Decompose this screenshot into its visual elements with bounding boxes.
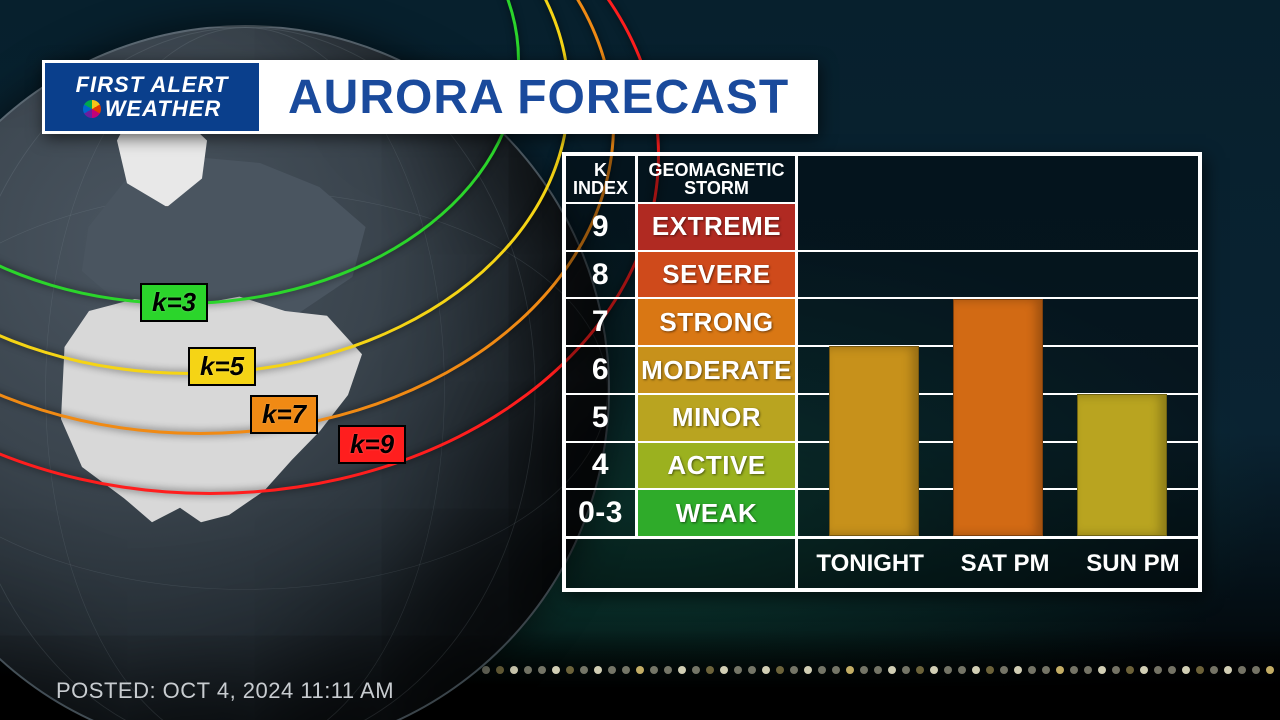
- forecast-bar-label: SUN PM: [1086, 550, 1179, 578]
- kindex-value: 9: [566, 204, 635, 252]
- storm-level: WEAK: [638, 490, 795, 536]
- panel-footer: TONIGHT SAT PM SUN PM: [566, 536, 1198, 588]
- kindex-value: 5: [566, 395, 635, 443]
- forecast-bar: [829, 346, 919, 536]
- nbc-peacock-icon: [83, 100, 101, 118]
- bar-labels: TONIGHT SAT PM SUN PM: [798, 539, 1198, 588]
- forecast-bar: [1077, 394, 1167, 536]
- forecast-bar-chart: [798, 156, 1198, 536]
- posted-timestamp: POSTED: OCT 4, 2024 11:11 AM: [56, 678, 394, 704]
- storm-level: STRONG: [638, 299, 795, 347]
- logo-line2: WEATHER: [83, 98, 222, 120]
- kp-scale-table: KINDEX 9876540-3 GEOMAGNETICSTORM EXTREM…: [566, 156, 798, 536]
- logo-line1: FIRST ALERT: [76, 74, 229, 96]
- storm-header: GEOMAGNETICSTORM: [638, 156, 795, 204]
- kindex-value: 4: [566, 443, 635, 491]
- kindex-value: 6: [566, 347, 635, 395]
- storm-level: SEVERE: [638, 252, 795, 300]
- forecast-bar-label: SAT PM: [961, 550, 1050, 578]
- chart-bars: [798, 204, 1198, 536]
- forecast-panel: KINDEX 9876540-3 GEOMAGNETICSTORM EXTREM…: [562, 152, 1202, 592]
- kindex-value: 8: [566, 252, 635, 300]
- title-bar: FIRST ALERT WEATHER AURORA FORECAST: [42, 60, 818, 134]
- storm-level: MINOR: [638, 395, 795, 443]
- forecast-bar-label: TONIGHT: [816, 550, 924, 578]
- first-alert-logo: FIRST ALERT WEATHER: [42, 60, 262, 134]
- storm-level: EXTREME: [638, 204, 795, 252]
- page-title: AURORA FORECAST: [262, 60, 818, 134]
- forecast-bar: [953, 299, 1043, 536]
- kindex-value: 0-3: [566, 490, 635, 536]
- kindex-header: KINDEX: [566, 156, 635, 204]
- storm-level: MODERATE: [638, 347, 795, 395]
- kindex-value: 7: [566, 299, 635, 347]
- kp-ring-label: k=9: [338, 425, 406, 464]
- storm-level: ACTIVE: [638, 443, 795, 491]
